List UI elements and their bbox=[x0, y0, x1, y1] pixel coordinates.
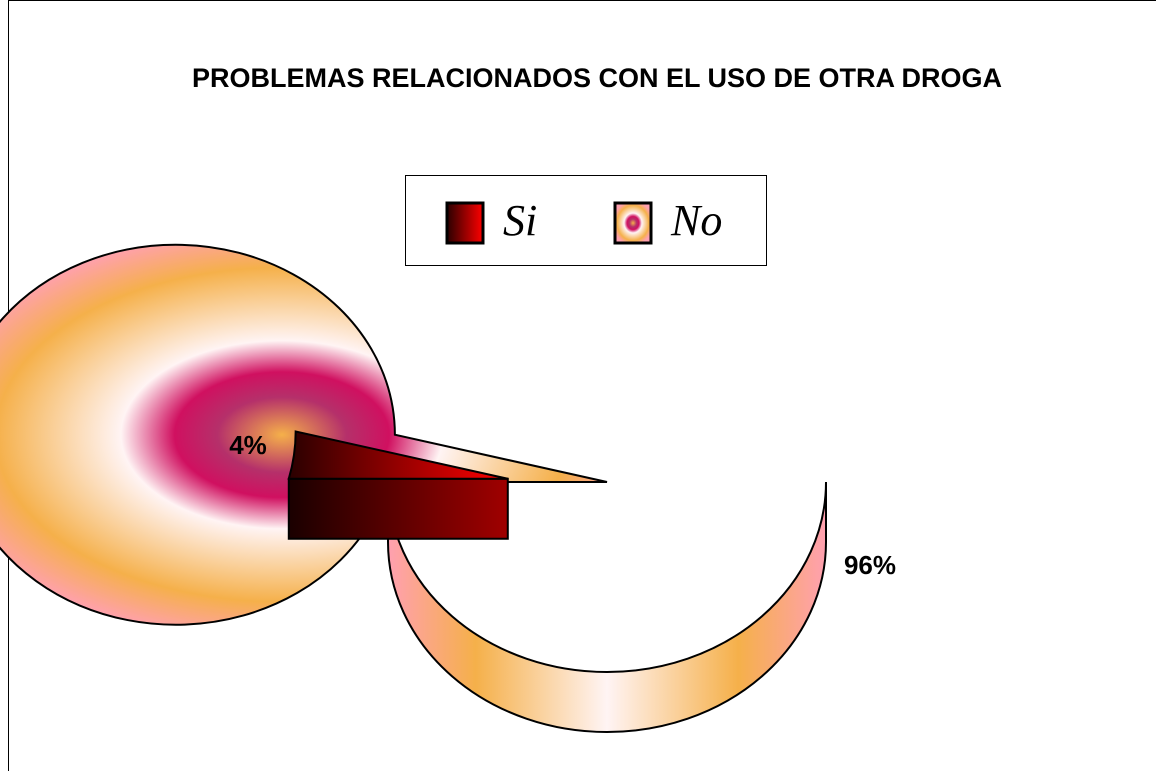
legend-swatch bbox=[445, 201, 485, 245]
legend-label: Si bbox=[503, 196, 537, 245]
data-label: 4% bbox=[229, 430, 267, 460]
data-label: 96% bbox=[844, 550, 896, 580]
pie-slice bbox=[287, 430, 509, 480]
chart-title: PROBLEMAS RELACIONADOS CON EL USO DE OTR… bbox=[192, 63, 1002, 93]
legend-label: No bbox=[670, 196, 722, 245]
pie-side bbox=[387, 481, 827, 733]
legend-swatch bbox=[613, 201, 653, 245]
pie-side bbox=[287, 477, 509, 540]
